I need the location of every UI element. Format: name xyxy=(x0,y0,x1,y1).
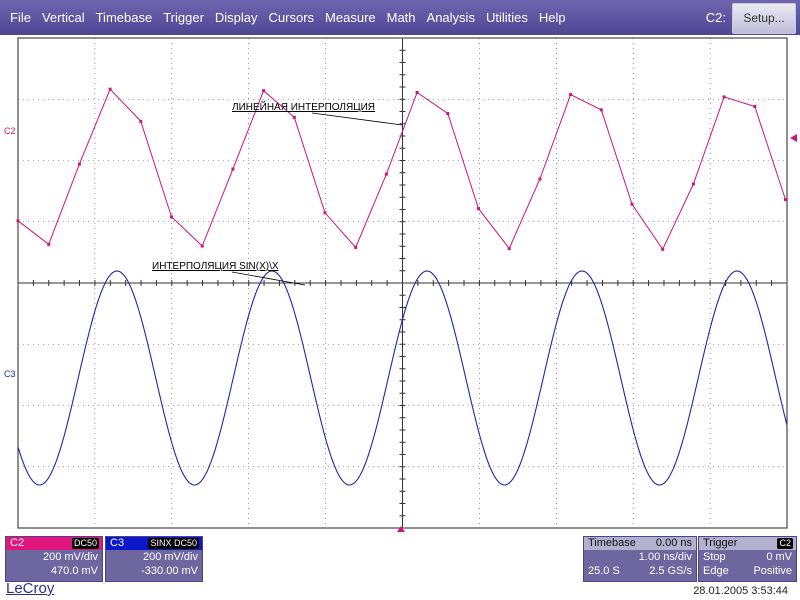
timebase-per-div: 1.00 ns/div xyxy=(638,551,692,563)
trace-c2-sample xyxy=(262,89,266,93)
trigger-label: Trigger xyxy=(703,537,738,549)
menu-help[interactable]: Help xyxy=(538,10,566,25)
trigger-level: 0 mV xyxy=(766,551,792,563)
channel-c3-scale: 200 mV/div xyxy=(142,551,198,563)
channel-c3-offset: -330.00 mV xyxy=(141,565,198,577)
trace-c2-sample xyxy=(446,112,450,116)
trace-c2-label: C2 xyxy=(4,126,16,136)
menu-measure[interactable]: Measure xyxy=(325,10,376,25)
menu-analysis[interactable]: Analysis xyxy=(426,10,475,25)
lecroy-logo: LeCroy xyxy=(6,580,55,597)
trace-c2-sample xyxy=(139,119,143,123)
annotation-linear-pointer xyxy=(311,112,403,126)
trigger-type: Edge xyxy=(703,565,729,577)
channel-c3-coupling: SINX DC50 xyxy=(148,538,199,549)
trace-c2-sample xyxy=(354,245,358,249)
trace-c2-sample xyxy=(170,215,173,219)
trace-c2-sample xyxy=(538,177,542,181)
trace-c2-offset-marker xyxy=(790,134,797,142)
trace-c2-sample xyxy=(415,90,419,94)
trace-c2-sample xyxy=(477,207,480,211)
trace-c2-sample xyxy=(108,87,112,91)
trace-c2-sample xyxy=(231,167,235,171)
menu-math[interactable]: Math xyxy=(386,10,416,25)
channel-c3-panel[interactable]: C3 SINX DC50 200 mV/div -330.00 mV xyxy=(105,536,203,582)
trigger-source: C2 xyxy=(777,538,793,549)
date-time: 28.01.2005 3:53:44 xyxy=(693,585,788,597)
trace-c2-sample xyxy=(507,247,511,251)
menu-timebase[interactable]: Timebase xyxy=(95,10,153,25)
trace-c2-sample xyxy=(753,104,757,108)
channel-c2-panel[interactable]: C2 DC50 200 mV/div 470.0 mV xyxy=(5,536,103,582)
menu-utilities[interactable]: Utilities xyxy=(485,10,528,25)
trigger-slope: Positive xyxy=(753,565,792,577)
trace-c2-sample xyxy=(200,244,204,248)
menu-display[interactable]: Display xyxy=(214,10,258,25)
setup-button[interactable]: Setup... xyxy=(732,3,796,34)
trace-c2-sample xyxy=(569,93,573,97)
timebase-label: Timebase xyxy=(588,537,636,549)
trace-c2-sample xyxy=(16,219,20,223)
timebase-panel[interactable]: Timebase 0.00 ns 1.00 ns/div 25.0 S 2.5 … xyxy=(583,536,697,582)
menu-trigger[interactable]: Trigger xyxy=(163,10,204,25)
annotation-sinx-interpolation: ИНТЕРПОЛЯЦИЯ SIN(X)\X xyxy=(152,261,279,272)
channel-c2-offset: 470.0 mV xyxy=(50,565,98,577)
timebase-samples: 25.0 S xyxy=(588,565,620,577)
trace-c2-linear xyxy=(17,88,786,251)
timebase-delay: 0.00 ns xyxy=(655,537,692,549)
waveform-display: C2 C3 ЛИНЕЙНАЯ ИНТЕРПОЛЯЦИЯ ИНТЕРПОЛЯЦИЯ SI… xyxy=(4,37,797,532)
trace-c2-sample xyxy=(722,95,726,99)
trace-c2-sample xyxy=(47,242,51,246)
menu-cursors[interactable]: Cursors xyxy=(268,10,315,25)
trigger-position-marker xyxy=(397,526,405,532)
active-channel-label: C2: xyxy=(705,10,726,25)
channel-c3-name: C3 xyxy=(110,537,125,549)
timebase-rate: 2.5 GS/s xyxy=(649,565,692,577)
menu-bar: File Vertical Timebase Trigger Display Cursor… xyxy=(0,0,800,35)
trace-c2-sample xyxy=(77,162,81,166)
channel-c2-header: C2 DC50 xyxy=(6,537,102,550)
annotation-linear-interpolation: ЛИНЕЙНАЯ ИНТЕРПОЛЯЦИЯ xyxy=(232,100,375,113)
trace-c3-label: C3 xyxy=(4,369,16,379)
trigger-mode: Stop xyxy=(703,551,726,563)
trace-c2-sample xyxy=(323,211,327,215)
trace-c2-sample xyxy=(384,172,388,176)
menu-file[interactable]: File xyxy=(10,10,31,25)
trace-c2-sample xyxy=(784,198,787,202)
trace-c2-sample xyxy=(630,202,634,206)
trace-c2-sample xyxy=(691,182,695,186)
channel-c2-scale: 200 mV/div xyxy=(42,551,98,563)
channel-c2-name: C2 xyxy=(10,537,25,549)
trigger-panel[interactable]: Trigger C2 Stop 0 mV Edge Positive xyxy=(698,536,797,582)
menu-vertical[interactable]: Vertical xyxy=(41,10,85,25)
trace-c2-sample xyxy=(292,115,296,119)
annotation-sinx-pointer xyxy=(231,271,306,286)
channel-c3-header: C3 SINX DC50 xyxy=(106,537,202,550)
trace-c3-sinx xyxy=(17,270,788,486)
trace-c2-sample xyxy=(599,108,603,112)
channel-c2-coupling: DC50 xyxy=(71,538,99,549)
trace-c2-sample xyxy=(661,247,665,251)
